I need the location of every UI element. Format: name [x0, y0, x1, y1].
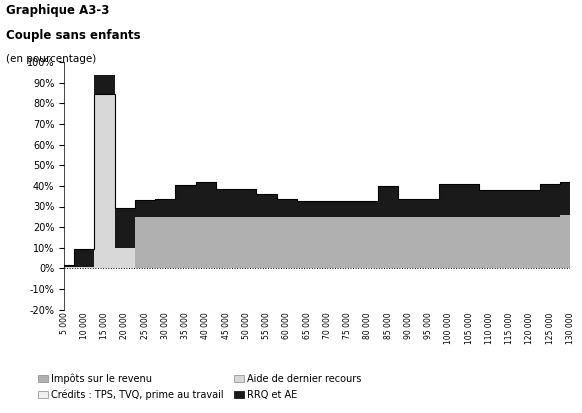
Text: Couple sans enfants: Couple sans enfants	[6, 29, 140, 42]
Text: Graphique A3-3: Graphique A3-3	[6, 4, 109, 17]
Text: (en pourcentage): (en pourcentage)	[6, 54, 96, 64]
Legend: Impôts sur le revenu, Crédits : TPS, TVQ, prime au travail, Aide de dernier reco: Impôts sur le revenu, Crédits : TPS, TVQ…	[34, 369, 365, 404]
